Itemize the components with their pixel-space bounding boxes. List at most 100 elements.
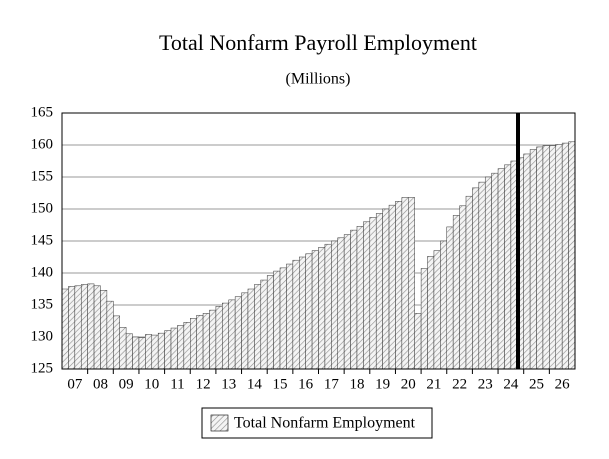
bar [125,333,133,370]
bar [504,164,512,370]
y-tick-label: 125 [31,360,54,376]
x-tick-label: 26 [555,376,571,392]
bar [529,149,537,370]
bar [478,181,486,370]
bar [234,296,242,370]
bar [113,315,120,370]
bar [202,313,210,370]
bar [568,141,576,370]
y-tick-label: 130 [31,328,54,344]
legend-label: Total Nonfarm Employment [234,415,416,432]
x-tick-label: 11 [170,376,184,392]
bar [343,234,351,370]
bar [523,153,531,370]
x-tick-label: 18 [349,376,364,392]
x-tick-label: 13 [221,376,236,392]
bar [446,226,454,370]
bar [369,217,377,370]
x-tick-label: 20 [401,376,416,392]
x-tick-label: 22 [452,376,467,392]
chart-title: Total Nonfarm Payroll Employment [159,30,477,55]
bar [491,172,499,370]
y-tick-label: 150 [31,200,54,216]
bar [305,253,313,370]
x-tick-label: 08 [93,376,108,392]
bar [228,299,236,370]
bar [375,213,383,370]
x-tick-label: 17 [324,376,340,392]
bar [324,243,332,370]
x-tick-label: 23 [478,376,493,392]
bar [433,250,441,370]
bar [247,288,255,370]
y-tick-label: 135 [31,296,54,312]
bar [254,284,262,370]
bar [318,247,326,370]
bar [190,318,197,370]
bar [241,292,249,370]
bar [472,187,480,370]
bar [119,327,127,370]
bar [484,176,492,370]
bar [555,144,563,370]
bar [299,256,306,370]
bar [106,300,114,370]
bar [440,240,447,370]
bar [408,197,415,370]
bar [222,302,229,370]
legend [201,407,433,439]
x-tick-label: 10 [144,376,159,392]
y-tick-label: 145 [31,232,54,248]
bar [68,286,76,370]
bar [427,256,435,370]
bar [100,290,108,370]
bar [497,168,505,370]
y-tick-label: 160 [31,136,54,152]
bar [536,146,544,370]
bar [350,229,358,370]
bar [209,309,217,370]
bar [337,237,345,370]
bar [151,334,159,370]
bar [87,283,95,370]
bar [292,259,300,370]
bar [311,250,319,370]
bar [382,208,390,370]
bar [363,221,371,370]
y-tick-label: 165 [31,104,54,120]
x-tick-label: 24 [503,376,519,392]
bar [395,201,403,370]
bar [132,336,140,370]
bar [177,325,185,370]
bar [331,240,338,370]
bar [80,284,88,370]
bar [157,332,165,370]
x-tick-label: 09 [119,376,134,392]
bar [266,275,274,370]
bar [260,279,268,370]
bar [183,322,191,370]
bar [401,197,409,370]
bar [164,330,172,370]
bar [61,288,69,370]
bar [74,285,82,370]
x-tick-label: 07 [67,376,83,392]
bar [414,313,422,370]
bar [170,327,178,370]
y-tick-label: 155 [31,168,54,184]
legend-swatch [210,414,229,432]
bar [388,204,396,370]
plot-area: 125 130 135 140 145 150 155 160 165 07 08 09 10 11 12 1… [31,104,576,392]
bar [196,314,204,370]
bar [465,195,473,370]
bar [549,145,557,370]
x-tick-label: 15 [273,376,288,392]
bar [542,145,550,370]
bar [561,142,569,370]
bar [215,306,223,370]
bar [459,205,467,370]
x-tick-label: 16 [298,376,314,392]
bar [420,268,428,370]
